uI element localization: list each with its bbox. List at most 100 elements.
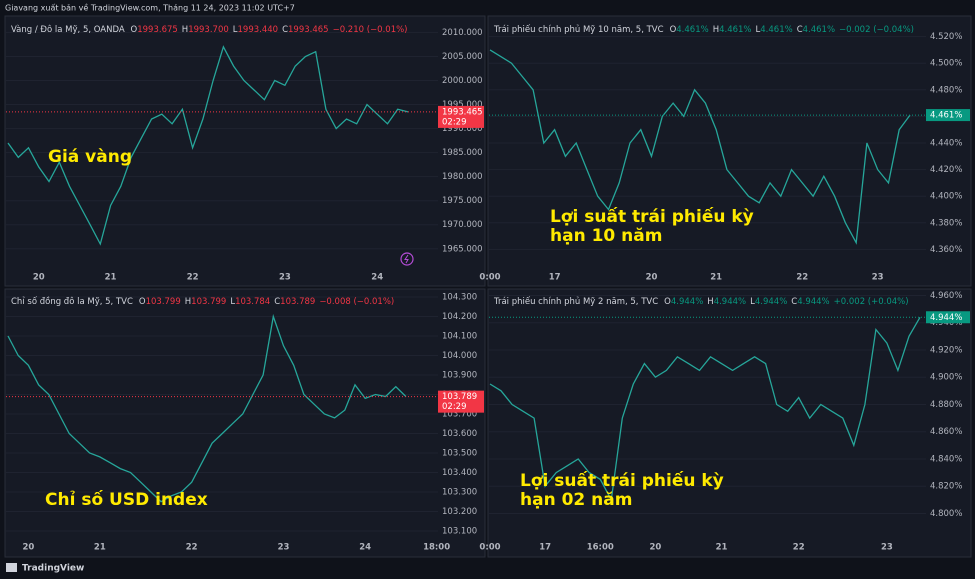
legend-part: +0.002 (+0.04%) [834, 297, 909, 307]
y-tick-label: 1990.000 [442, 124, 483, 134]
price-tag [926, 311, 970, 324]
y-tick-label: 4.400% [930, 192, 962, 202]
annotation: Giá vàng [48, 147, 132, 167]
y-tick-label: 4.480% [930, 85, 962, 95]
legend-part: L [233, 25, 238, 35]
y-tick-label: 103.900 [442, 371, 477, 381]
legend-part: O [664, 297, 671, 307]
countdown: 02:29 [442, 117, 467, 127]
legend-part: −0.210 (−0.01%) [333, 25, 408, 35]
x-tick-label: 18:00 [423, 543, 450, 553]
x-tick-label: 23 [278, 543, 290, 553]
legend-part: 1993.675 [137, 25, 178, 35]
panel [487, 15, 972, 287]
y-tick-label: 4.960% [930, 291, 962, 301]
legend-part: 4.461% [676, 25, 708, 35]
legend-part: O [670, 25, 677, 35]
y-tick-label: 4.360% [930, 245, 962, 255]
x-tick-label: 21 [105, 273, 117, 283]
legend-part: L [230, 297, 235, 307]
legend: Trái phiếu chính phủ Mỹ 2 năm, 5, TVC O4.… [493, 296, 909, 307]
x-tick-label: 0:00 [479, 273, 500, 283]
legend-part: O [131, 25, 138, 35]
x-tick-label: 23 [881, 543, 893, 553]
legend-part: H [713, 25, 719, 35]
x-tick-label: 17 [549, 273, 561, 283]
y-tick-label: 4.380% [930, 218, 962, 228]
price-line [489, 316, 921, 502]
x-tick-label: 20 [22, 543, 34, 553]
legend-part: L [756, 25, 761, 35]
countdown: 02:29 [442, 402, 467, 412]
y-tick-label: 103.400 [442, 468, 477, 478]
x-tick-label: 24 [359, 543, 371, 553]
legend-part: H [707, 297, 713, 307]
annotation: Lợi suất trái phiếu kỳ hạn 02 năm [520, 470, 724, 510]
x-tick-label: 0:00 [479, 543, 500, 553]
y-tick-label: 4.440% [930, 139, 962, 149]
y-tick-label: 2000.000 [442, 76, 483, 86]
price-tag [926, 109, 970, 122]
y-tick-label: 1970.000 [442, 220, 483, 230]
annotation-line: hạn 10 năm [550, 226, 662, 246]
legend-part: 4.461% [719, 25, 751, 35]
y-tick-label: 103.600 [442, 429, 477, 439]
legend-part: C [797, 25, 803, 35]
y-tick-label: 104.200 [442, 312, 477, 322]
y-tick-label: 4.840% [930, 454, 962, 464]
logo [6, 563, 17, 572]
legend-part: 4.944% [755, 297, 787, 307]
x-tick-label: 24 [371, 273, 383, 283]
x-tick-label: 21 [710, 273, 722, 283]
legend-part: C [791, 297, 797, 307]
legend-part: −0.002 (−0.04%) [839, 25, 914, 35]
y-tick-label: 104.100 [442, 332, 477, 342]
legend-part: H [185, 297, 191, 307]
legend-part: Trái phiếu chính phủ Mỹ 10 năm, 5, TVC [493, 24, 664, 35]
legend-part: L [750, 297, 755, 307]
panel [4, 288, 486, 558]
y-tick-label: 2010.000 [442, 28, 483, 38]
x-tick-label: 17 [539, 543, 551, 553]
y-tick-label: 4.420% [930, 165, 962, 175]
legend-part: −0.008 (−0.01%) [319, 297, 394, 307]
x-tick-label: 22 [186, 543, 198, 553]
legend-part: 4.944% [797, 297, 829, 307]
y-tick-label: 103.700 [442, 410, 477, 420]
legend: Vàng / Đô la Mỹ, 5, OANDA O1993.675 H1993.… [11, 24, 408, 35]
legend: Trái phiếu chính phủ Mỹ 10 năm, 5, TVC O4… [493, 24, 914, 35]
price-tag [438, 390, 484, 413]
x-tick-label: 23 [872, 273, 884, 283]
y-tick-label: 1995.000 [442, 100, 483, 110]
x-tick-label: 21 [716, 543, 728, 553]
legend-part: 4.944% [714, 297, 746, 307]
legend-part: 1993.440 [238, 25, 279, 35]
legend-part: C [274, 297, 280, 307]
y-tick-label: 1975.000 [442, 196, 483, 206]
x-tick-label: 16:00 [587, 543, 614, 553]
x-tick-label: 20 [646, 273, 658, 283]
x-tick-label: 20 [649, 543, 661, 553]
alert-icon[interactable] [400, 252, 414, 266]
annotation-line: Lợi suất trái phiếu kỳ [550, 206, 754, 227]
annotation: Lợi suất trái phiếu kỳ hạn 10 năm [550, 206, 754, 246]
y-tick-label: 4.860% [930, 427, 962, 437]
legend-part: O [139, 297, 146, 307]
panel [4, 15, 486, 287]
legend-part: 4.461% [803, 25, 835, 35]
y-tick-label: 1985.000 [442, 148, 483, 158]
x-tick-label: 23 [279, 273, 291, 283]
price-tag-label: 1993.465 [442, 107, 483, 117]
price-tag-label: 4.944% [930, 313, 962, 323]
y-tick-label: 4.520% [930, 32, 962, 42]
footer: TradingView [22, 564, 84, 574]
header: Giavang xuất bản về TradingView.com, Thá… [5, 3, 295, 13]
legend-part: H [182, 25, 188, 35]
y-tick-label: 103.500 [442, 448, 477, 458]
annotation-line: Lợi suất trái phiếu kỳ [520, 470, 724, 491]
x-tick-label: 20 [33, 273, 45, 283]
y-tick-label: 4.880% [930, 400, 962, 410]
y-tick-label: 104.000 [442, 351, 477, 361]
legend-part: 1993.465 [288, 25, 329, 35]
